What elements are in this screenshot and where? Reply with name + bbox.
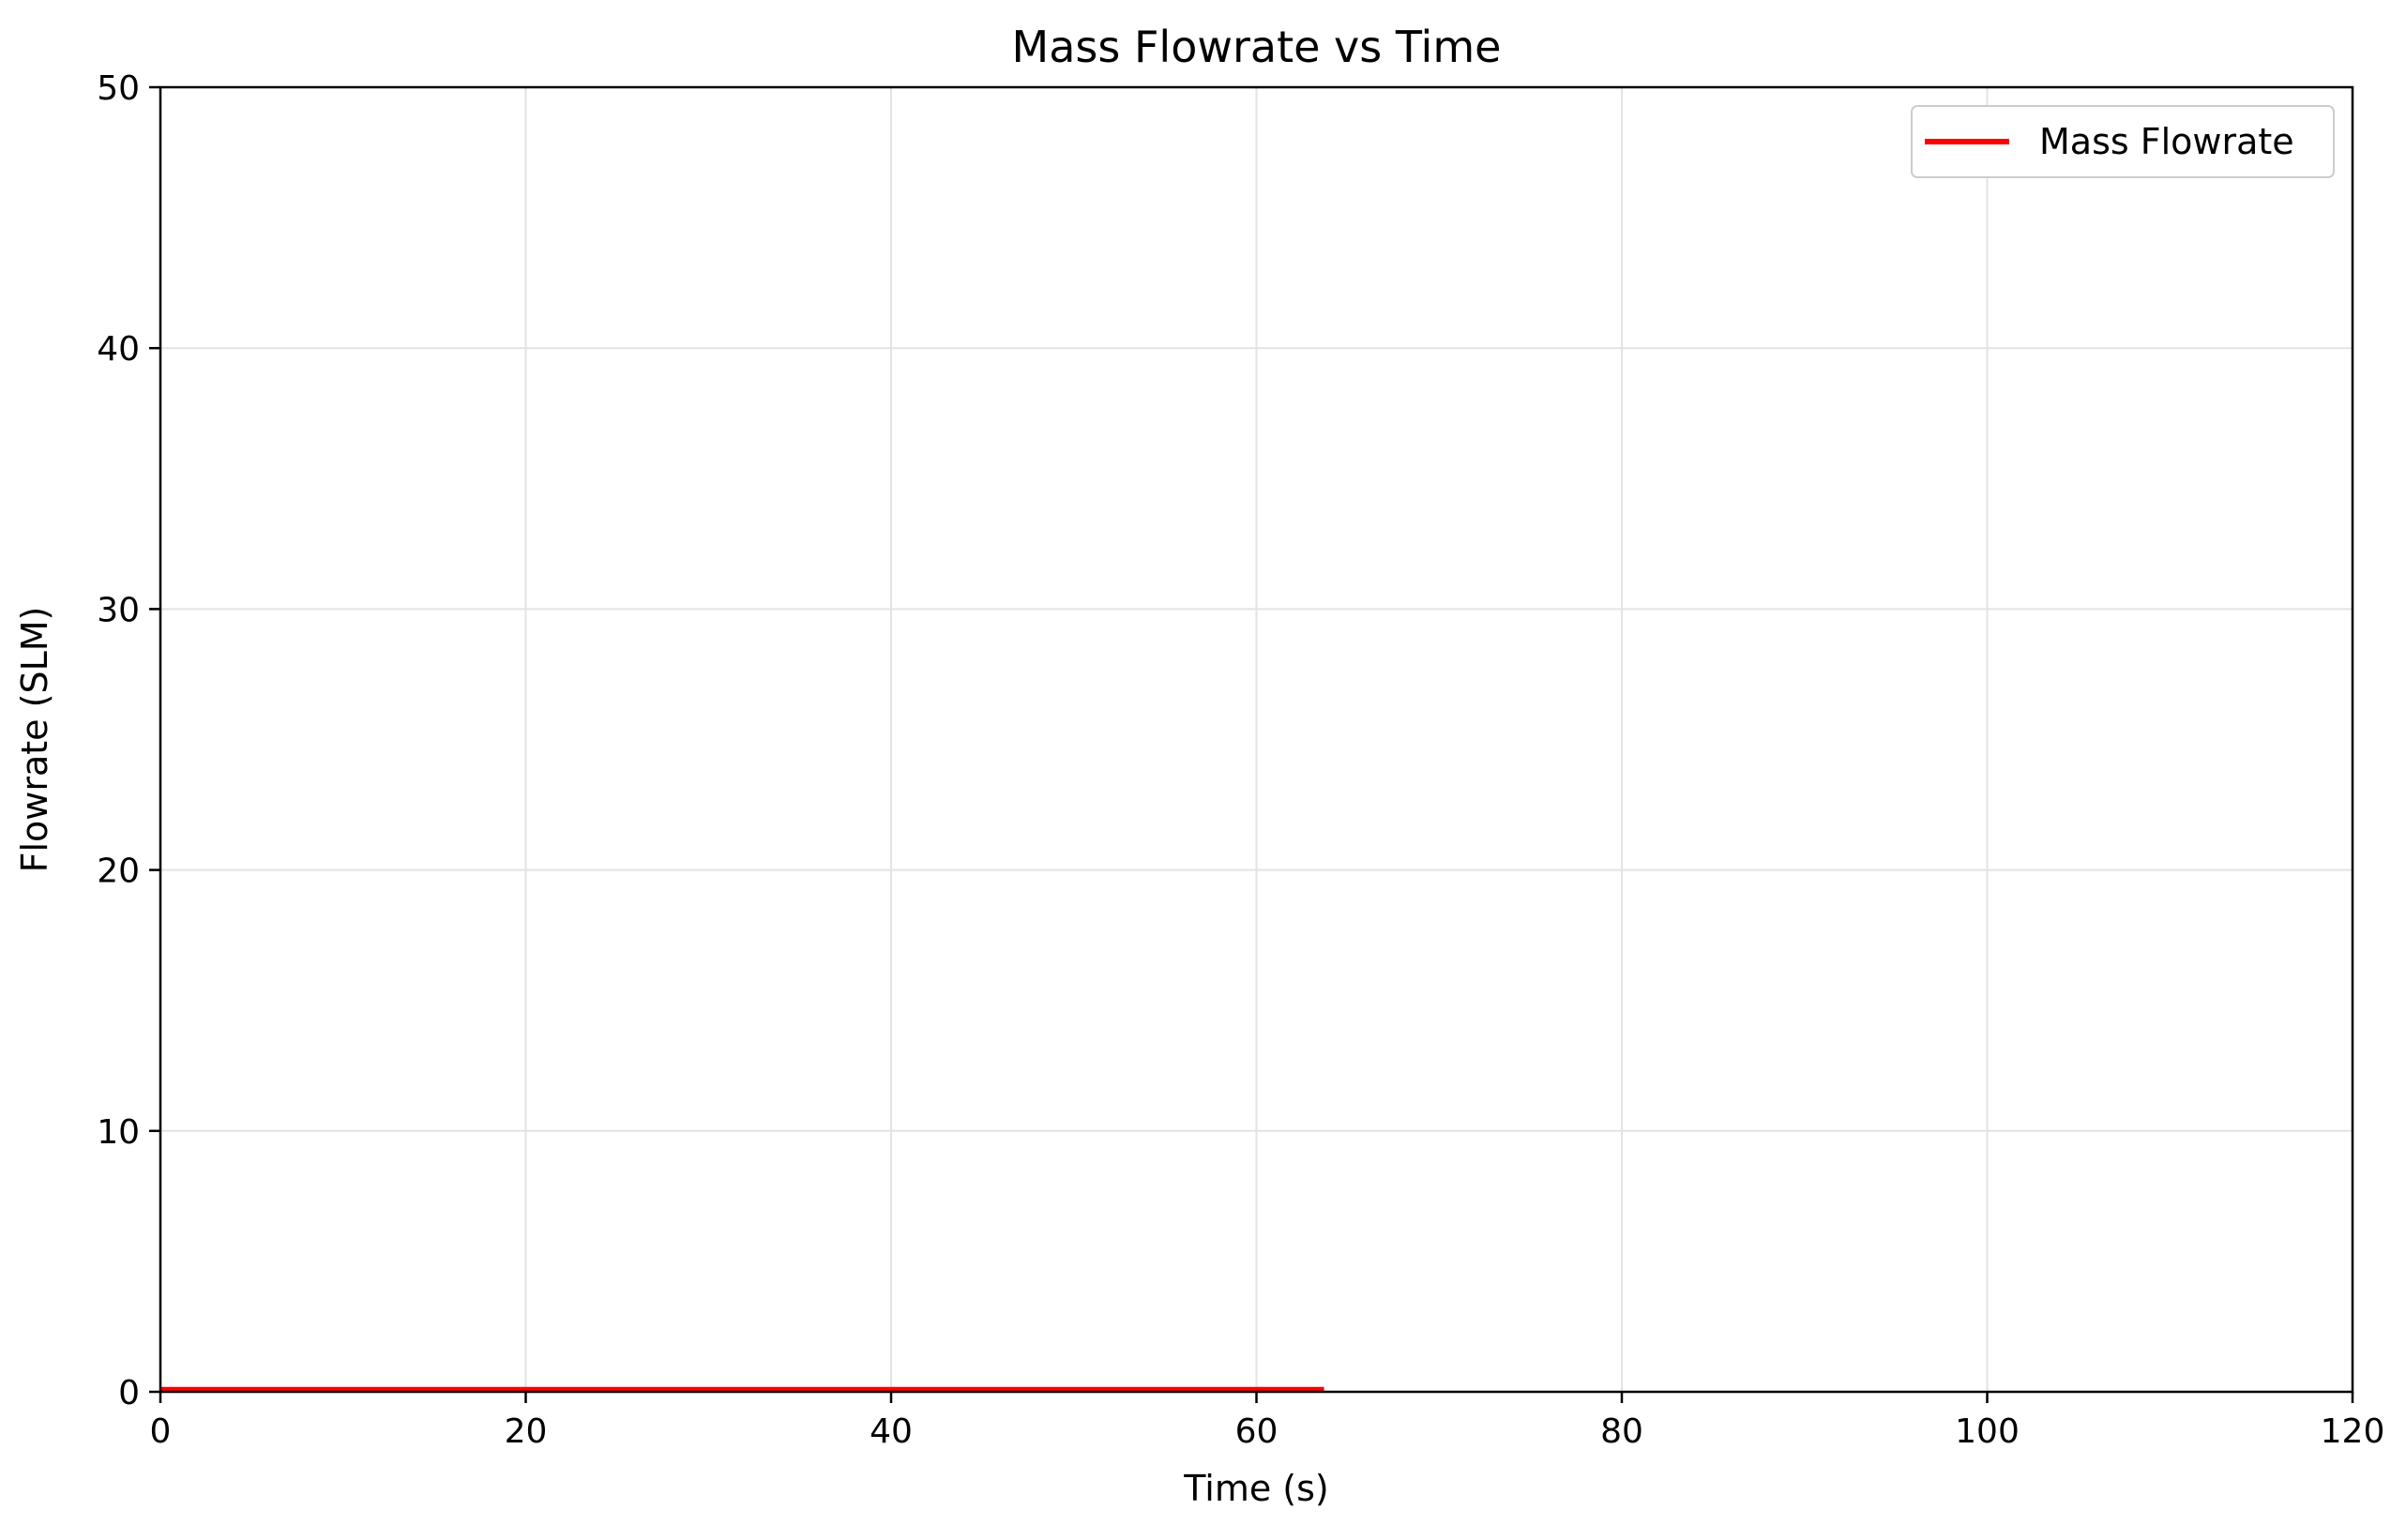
y-tick-label: 20 bbox=[97, 853, 140, 891]
x-tick-label: 60 bbox=[1235, 1412, 1279, 1451]
x-tick-label: 120 bbox=[2321, 1412, 2385, 1451]
axis-ticks: 0 20 40 60 80 100 120 0 10 20 30 40 50 bbox=[97, 69, 2384, 1451]
y-tick-label: 30 bbox=[97, 591, 140, 629]
y-tick-label: 50 bbox=[97, 69, 140, 108]
x-tick-label: 80 bbox=[1600, 1412, 1643, 1451]
y-tick-label: 40 bbox=[97, 330, 140, 369]
x-tick-label: 100 bbox=[1955, 1412, 2020, 1451]
y-axis-title: Flowrate (SLM) bbox=[14, 607, 55, 873]
legend-box bbox=[1911, 105, 2335, 178]
legend-label: Mass Flowrate bbox=[2039, 121, 2294, 162]
x-tick-label: 20 bbox=[505, 1412, 548, 1451]
legend: Mass Flowrate bbox=[1911, 105, 2335, 178]
x-tick-label: 40 bbox=[870, 1412, 913, 1451]
chart-title: Mass Flowrate vs Time bbox=[1012, 22, 1502, 72]
y-tick-label: 10 bbox=[97, 1113, 140, 1152]
y-tick-label: 0 bbox=[118, 1374, 140, 1412]
x-axis-title: Time (s) bbox=[1183, 1468, 1329, 1509]
x-tick-label: 0 bbox=[150, 1412, 172, 1451]
